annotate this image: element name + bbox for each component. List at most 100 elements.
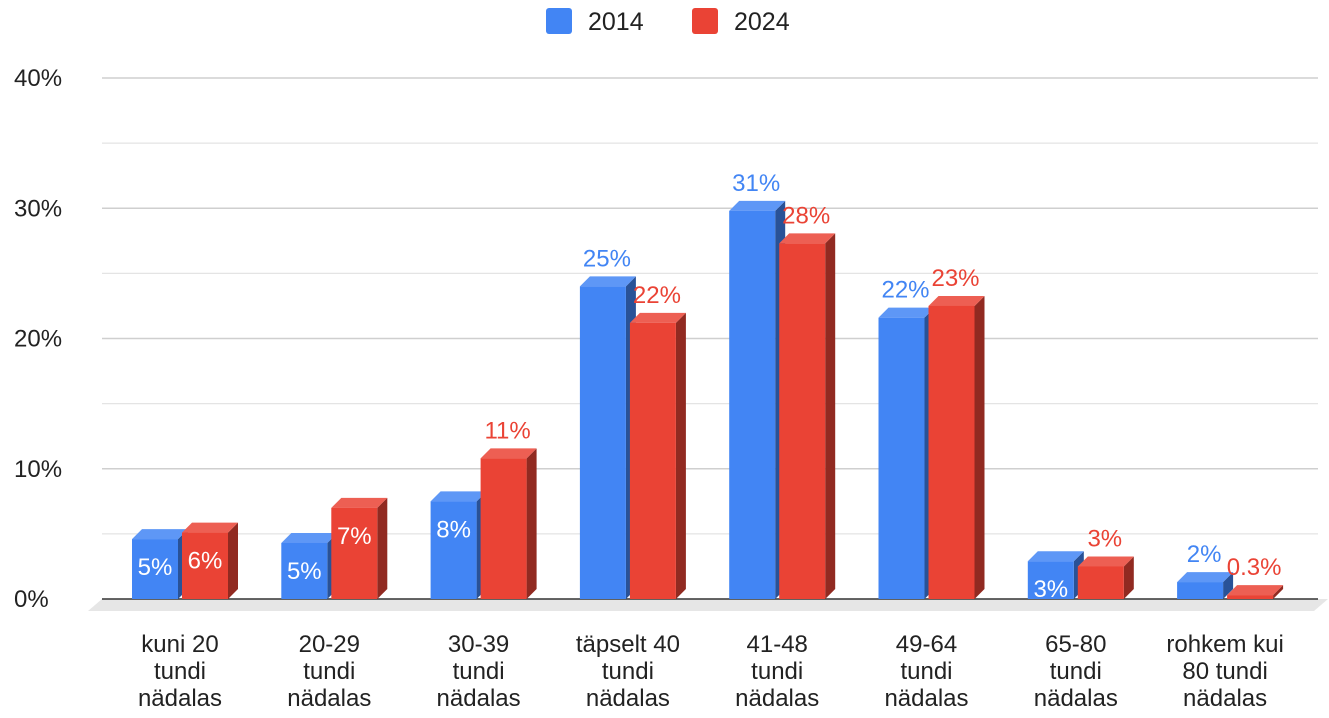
- gridlines: [102, 77, 1318, 600]
- data-label: 11%: [484, 417, 530, 444]
- bar-side: [1123, 556, 1134, 599]
- data-label: 3%: [1033, 576, 1068, 603]
- data-label: 5%: [138, 554, 173, 581]
- bar-front: [1227, 595, 1274, 599]
- bar-2014-5: [878, 307, 935, 599]
- x-tick-line: tundi: [154, 658, 206, 685]
- bar-top: [480, 448, 537, 459]
- data-label: 31%: [732, 170, 780, 197]
- data-label: 6%: [188, 548, 223, 575]
- x-tick-line: nädalas: [437, 685, 521, 712]
- y-tick-label: 40%: [14, 65, 62, 92]
- bar-2024-1: [331, 497, 388, 599]
- x-tick-line: tundi: [900, 658, 952, 685]
- data-label: 28%: [782, 202, 830, 229]
- bar-front: [1177, 582, 1224, 599]
- data-label: 7%: [337, 523, 372, 550]
- legend-label: 2024: [734, 8, 790, 36]
- bar-2014-3: [579, 276, 636, 599]
- x-tick-line: 20-29: [299, 631, 360, 658]
- bar-front: [1077, 566, 1124, 599]
- bar-top: [132, 529, 188, 540]
- floor-plane: [88, 599, 1328, 611]
- x-tick-line: nädalas: [1183, 685, 1267, 712]
- x-tick-line: 30-39: [448, 631, 509, 658]
- bar-top: [182, 522, 238, 533]
- x-tick-line: kuni 20: [141, 631, 218, 658]
- data-label: 22%: [633, 282, 681, 309]
- bar-front: [928, 305, 975, 599]
- x-tick-line: nädalas: [287, 685, 371, 712]
- bar-2024-0: [182, 522, 238, 599]
- y-axis-ticks: 0% 10% 20% 30% 40%: [14, 65, 62, 613]
- bar-side: [526, 448, 537, 599]
- bar-side: [675, 312, 686, 599]
- bar-top: [1177, 572, 1234, 583]
- y-tick-label: 0%: [14, 586, 49, 613]
- bar-2014-2: [430, 491, 487, 599]
- bars: [132, 200, 1284, 600]
- bar-2014-7: [1177, 572, 1234, 599]
- bar-front: [331, 507, 378, 599]
- x-tick-line: tundi: [602, 658, 654, 685]
- x-tick-label: 30-39 tundi nädalas: [437, 631, 521, 712]
- bar-front: [480, 458, 527, 599]
- x-tick-label: 41-48 tundi nädalas: [735, 631, 819, 712]
- x-tick-line: tundi: [1050, 658, 1102, 685]
- legend: 2014 2024: [546, 8, 790, 36]
- x-tick-line: nädalas: [586, 685, 670, 712]
- bar-top: [331, 497, 388, 508]
- data-label: 25%: [583, 245, 631, 272]
- bar-front: [1027, 561, 1074, 599]
- data-label: 5%: [287, 558, 322, 585]
- bar-front: [430, 501, 477, 599]
- x-tick-label: 49-64 tundi nädalas: [884, 631, 968, 712]
- data-label: 0.3%: [1227, 554, 1282, 581]
- bar-top: [928, 295, 985, 306]
- x-tick-line: nädalas: [138, 685, 222, 712]
- x-tick-line: 80 tundi: [1182, 658, 1267, 685]
- x-tick-line: nädalas: [735, 685, 819, 712]
- bar-front: [182, 532, 228, 599]
- bar-top: [629, 312, 686, 323]
- legend-swatch: [546, 8, 572, 34]
- legend-swatch: [692, 8, 718, 34]
- x-tick-label: rohkem kui 80 tundi nädalas: [1166, 631, 1283, 712]
- x-tick-line: 65-80: [1045, 631, 1106, 658]
- bar-top: [878, 307, 935, 318]
- x-tick-line: täpselt 40: [576, 631, 680, 658]
- y-tick-label: 10%: [14, 456, 62, 483]
- x-tick-line: tundi: [303, 658, 355, 685]
- bar-2014-4: [729, 200, 786, 600]
- bar-front: [878, 317, 925, 599]
- data-label: 22%: [881, 277, 929, 304]
- x-tick-line: rohkem kui: [1166, 631, 1283, 658]
- x-tick-line: tundi: [751, 658, 803, 685]
- x-tick-label: täpselt 40 tundi nädalas: [576, 631, 680, 712]
- legend-label: 2014: [588, 8, 644, 36]
- data-label: 2%: [1187, 541, 1222, 568]
- data-label: 3%: [1087, 525, 1122, 552]
- x-tick-line: nädalas: [1034, 685, 1118, 712]
- bar-top: [579, 276, 636, 287]
- bar-2024-2: [480, 448, 537, 599]
- bar-top: [1227, 585, 1284, 596]
- x-tick-line: tundi: [453, 658, 505, 685]
- bar-front: [729, 210, 776, 600]
- data-labels: 5% 6% 5%7% 8%11%25%22%31%28%22% 23%3%3%2% 0.3…: [138, 170, 1282, 603]
- bar-side: [1223, 572, 1234, 599]
- data-label: 23%: [931, 265, 979, 292]
- bar-2024-4: [779, 233, 836, 600]
- x-tick-label: 65-80 tundi nädalas: [1034, 631, 1118, 712]
- bar-side: [825, 233, 836, 600]
- y-tick-label: 20%: [14, 326, 62, 353]
- bar-side: [377, 497, 388, 599]
- chart-floor: [88, 599, 1328, 611]
- x-tick-label: kuni 20 tundi nädalas: [138, 631, 222, 712]
- bar-side: [1273, 585, 1284, 599]
- bar-side: [228, 522, 238, 599]
- bar-front: [579, 286, 626, 599]
